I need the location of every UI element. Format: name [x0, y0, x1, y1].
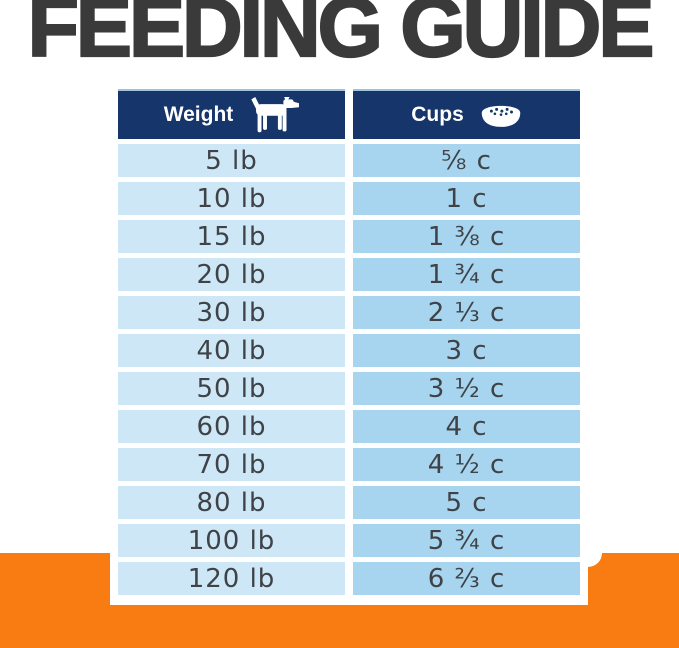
- cups-cell: 5 c: [353, 486, 580, 519]
- cups-cell: 4 c: [353, 410, 580, 443]
- cups-cell: 1 c: [353, 182, 580, 215]
- weight-cell: 50 lb: [118, 372, 345, 405]
- cups-cell: 1 ¾ c: [353, 258, 580, 291]
- cups-cell: 2 ⅓ c: [353, 296, 580, 329]
- table-row: 20 lb 1 ¾ c: [118, 258, 580, 291]
- dog-icon: [249, 97, 300, 133]
- weight-cell: 20 lb: [118, 258, 345, 291]
- weight-cell: 40 lb: [118, 334, 345, 367]
- cups-cell: 3 c: [353, 334, 580, 367]
- table-row: 40 lb 3 c: [118, 334, 580, 367]
- bowl-icon: [480, 102, 522, 129]
- cups-cell: 5 ¾ c: [353, 524, 580, 557]
- weight-cell: 60 lb: [118, 410, 345, 443]
- table-row: 10 lb 1 c: [118, 182, 580, 215]
- weight-cell: 120 lb: [118, 562, 345, 595]
- table-row: 100 lb 5 ¾ c: [118, 524, 580, 557]
- table-row: 120 lb 6 ⅔ c: [118, 562, 580, 595]
- cups-column-label: Cups: [411, 103, 464, 126]
- cups-cell: 3 ½ c: [353, 372, 580, 405]
- feeding-table: Weight Cups: [110, 82, 588, 605]
- column-header-weight: Weight: [118, 89, 345, 139]
- column-header-cups: Cups: [353, 89, 580, 139]
- table-header-row: Weight Cups: [118, 89, 580, 139]
- weight-cell: 70 lb: [118, 448, 345, 481]
- weight-cell: 30 lb: [118, 296, 345, 329]
- table-row: 30 lb 2 ⅓ c: [118, 296, 580, 329]
- table-row: 5 lb ⅝ c: [118, 144, 580, 177]
- page-title: FEEDING GUIDE: [27, 0, 656, 74]
- cups-cell: 4 ½ c: [353, 448, 580, 481]
- table-row: 15 lb 1 ⅜ c: [118, 220, 580, 253]
- weight-column-label: Weight: [163, 103, 234, 126]
- cups-cell: 6 ⅔ c: [353, 562, 580, 595]
- weight-cell: 15 lb: [118, 220, 345, 253]
- weight-cell: 100 lb: [118, 524, 345, 557]
- table-row: 80 lb 5 c: [118, 486, 580, 519]
- table-row: 70 lb 4 ½ c: [118, 448, 580, 481]
- table-body: 5 lb ⅝ c 10 lb 1 c 15 lb 1 ⅜ c 20 lb 1 ¾…: [118, 144, 580, 595]
- table-row: 50 lb 3 ½ c: [118, 372, 580, 405]
- weight-cell: 10 lb: [118, 182, 345, 215]
- weight-cell: 5 lb: [118, 144, 345, 177]
- weight-cell: 80 lb: [118, 486, 345, 519]
- cups-cell: 1 ⅜ c: [353, 220, 580, 253]
- table-row: 60 lb 4 c: [118, 410, 580, 443]
- cups-cell: ⅝ c: [353, 144, 580, 177]
